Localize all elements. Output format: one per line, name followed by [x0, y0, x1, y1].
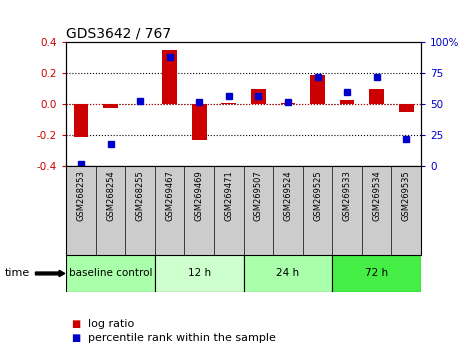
- Text: 72 h: 72 h: [365, 268, 388, 279]
- Bar: [399, 104, 413, 112]
- Text: GSM268254: GSM268254: [106, 170, 115, 221]
- Bar: [155, 255, 244, 292]
- Bar: [74, 104, 88, 137]
- Bar: [251, 89, 266, 104]
- Bar: [66, 255, 155, 292]
- Text: GSM269469: GSM269469: [195, 170, 204, 221]
- Bar: [369, 89, 384, 104]
- Bar: [162, 50, 177, 104]
- Text: GSM269534: GSM269534: [372, 170, 381, 221]
- Text: percentile rank within the sample: percentile rank within the sample: [88, 333, 275, 343]
- Bar: [192, 104, 207, 140]
- Text: 12 h: 12 h: [188, 268, 211, 279]
- Text: ■: ■: [71, 333, 80, 343]
- Bar: [310, 75, 325, 104]
- Bar: [103, 104, 118, 108]
- Bar: [280, 103, 295, 104]
- Text: GSM269525: GSM269525: [313, 170, 322, 221]
- Bar: [332, 255, 421, 292]
- Text: GSM269507: GSM269507: [254, 170, 263, 221]
- Bar: [221, 103, 236, 104]
- Text: GSM269471: GSM269471: [224, 170, 233, 221]
- Text: GSM268253: GSM268253: [77, 170, 86, 221]
- Text: baseline control: baseline control: [69, 268, 152, 279]
- Bar: [244, 255, 332, 292]
- Text: GSM269524: GSM269524: [283, 170, 292, 221]
- Text: GDS3642 / 767: GDS3642 / 767: [66, 27, 171, 41]
- Text: GSM268255: GSM268255: [136, 170, 145, 221]
- Text: log ratio: log ratio: [88, 319, 134, 329]
- Bar: [340, 100, 354, 104]
- Text: ■: ■: [71, 319, 80, 329]
- Text: GSM269467: GSM269467: [165, 170, 174, 221]
- Text: GSM269533: GSM269533: [342, 170, 351, 221]
- Text: 24 h: 24 h: [276, 268, 299, 279]
- Text: GSM269535: GSM269535: [402, 170, 411, 221]
- Text: time: time: [5, 268, 30, 279]
